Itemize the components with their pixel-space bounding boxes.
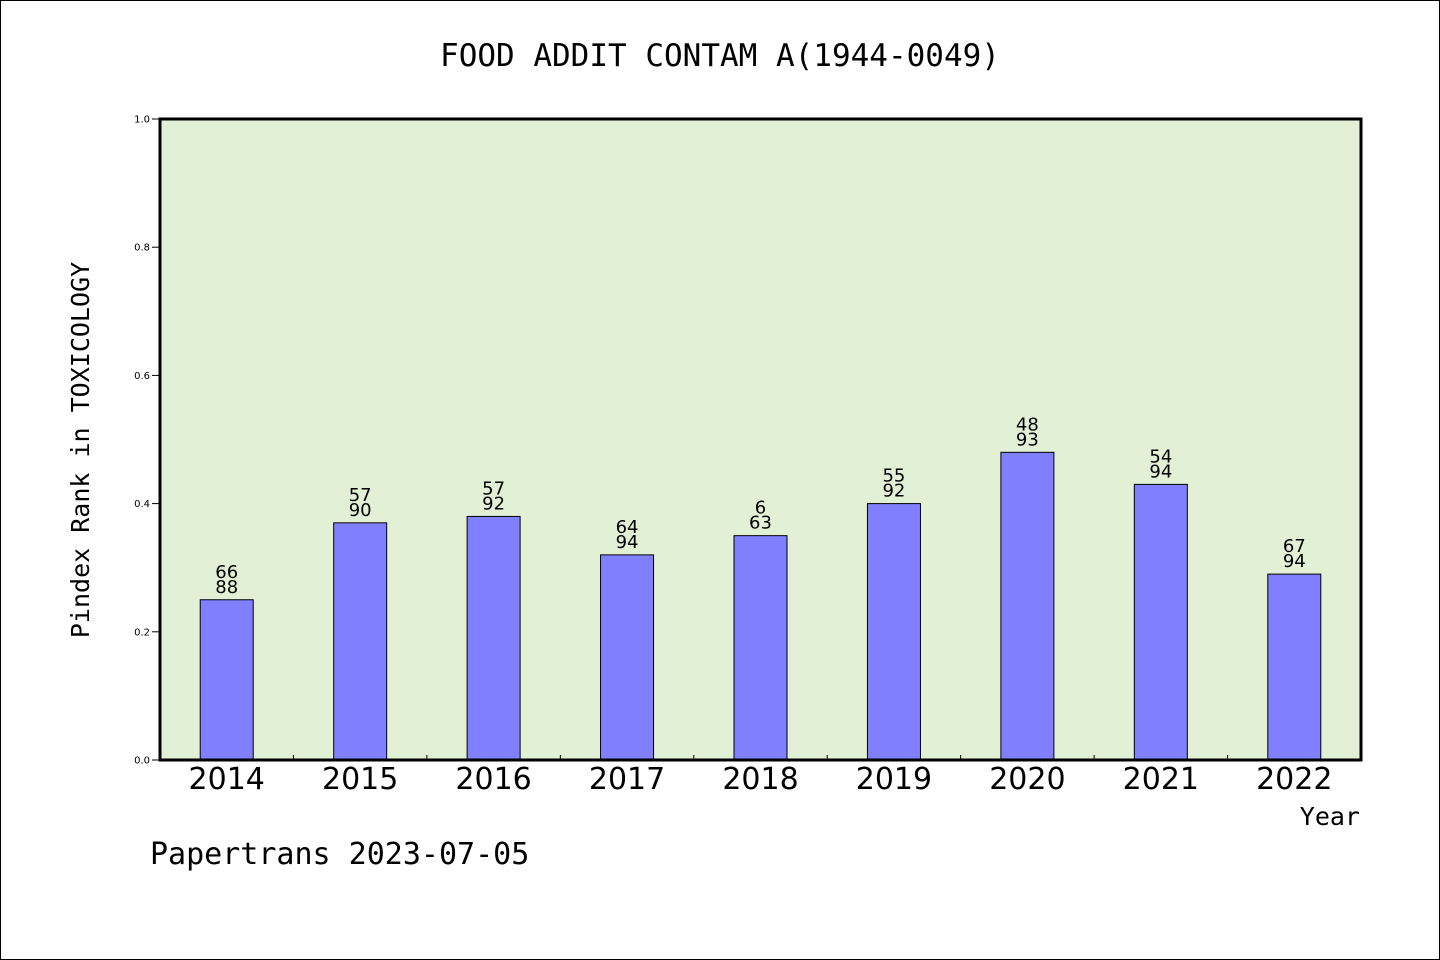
- data-label-bottom: 92: [882, 481, 905, 502]
- data-label-top: 67: [1283, 536, 1306, 557]
- plot-border: [158, 117, 1363, 762]
- x-axis-ticks: 2014 2015 2016 2017 2018 2019 2020 2021 2022: [189, 755, 1332, 797]
- bar-2020: [1000, 451, 1055, 761]
- bar-2016: [466, 515, 521, 761]
- x-axis-label: Year: [1300, 802, 1360, 831]
- x-tick-label: 2018: [722, 762, 798, 797]
- data-label-bottom: 63: [749, 513, 772, 534]
- data-label-top: 57: [482, 478, 505, 499]
- bar-2015: [333, 522, 388, 761]
- footer-credit: Papertrans 2023-07-05: [150, 837, 529, 872]
- x-tick-label: 2017: [589, 762, 665, 797]
- data-label-bottom: 93: [1016, 429, 1039, 450]
- y-axis-ticks: 0.0 0.2 0.4 0.6 0.8 1.0: [134, 115, 160, 767]
- x-tick-label: 2022: [1256, 762, 1332, 797]
- data-label-bottom: 94: [1149, 461, 1172, 482]
- data-label-bottom: 94: [616, 532, 639, 553]
- data-label-top: 66: [215, 562, 238, 583]
- data-label-top: 57: [349, 485, 372, 506]
- y-tick-label: 0.6: [134, 371, 150, 382]
- bar-2017: [600, 554, 655, 761]
- data-label-bottom: 94: [1283, 551, 1306, 572]
- bar-2014: [199, 599, 254, 761]
- data-label-top: 64: [616, 517, 639, 538]
- data-label-bottom: 88: [215, 577, 238, 598]
- bar-2022: [1267, 573, 1322, 761]
- data-label-bottom: 92: [482, 493, 505, 514]
- y-tick-label: 0.0: [134, 756, 150, 767]
- bars-group: [199, 451, 1322, 761]
- data-label-top: 54: [1149, 446, 1172, 467]
- bar-2019: [866, 503, 921, 761]
- data-label-bottom: 90: [349, 500, 372, 521]
- y-axis-label: Pindex Rank in TOXICOLOGY: [66, 262, 95, 638]
- y-tick-label: 1.0: [134, 115, 150, 126]
- data-label-top: 55: [882, 466, 905, 487]
- bar-2018: [733, 535, 788, 761]
- x-tick-label: 2021: [1123, 762, 1199, 797]
- bar-2021: [1133, 483, 1188, 761]
- x-tick-label: 2016: [455, 762, 531, 797]
- y-tick-label: 0.4: [134, 499, 150, 510]
- x-tick-label: 2019: [856, 762, 932, 797]
- chart-title: FOOD ADDIT CONTAM A(1944-0049): [440, 38, 1000, 74]
- data-label-top: 48: [1016, 414, 1039, 435]
- x-tick-label: 2020: [989, 762, 1065, 797]
- x-tick-label: 2014: [189, 762, 265, 797]
- data-label-top: 6: [755, 498, 766, 519]
- y-tick-label: 0.8: [134, 243, 150, 254]
- x-tick-label: 2015: [322, 762, 398, 797]
- y-tick-label: 0.2: [134, 627, 150, 638]
